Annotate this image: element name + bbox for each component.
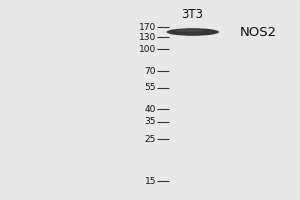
Text: 100: 100: [139, 45, 156, 53]
Text: 40: 40: [145, 104, 156, 114]
Text: 130: 130: [139, 32, 156, 42]
Text: 55: 55: [145, 83, 156, 92]
Text: 70: 70: [145, 66, 156, 75]
Text: 15: 15: [145, 176, 156, 186]
Ellipse shape: [167, 28, 219, 36]
Text: 25: 25: [145, 134, 156, 144]
Text: 3T3: 3T3: [181, 8, 203, 21]
Text: NOS2: NOS2: [240, 25, 277, 38]
Text: 170: 170: [139, 22, 156, 31]
Text: 35: 35: [145, 117, 156, 127]
Ellipse shape: [175, 29, 204, 32]
